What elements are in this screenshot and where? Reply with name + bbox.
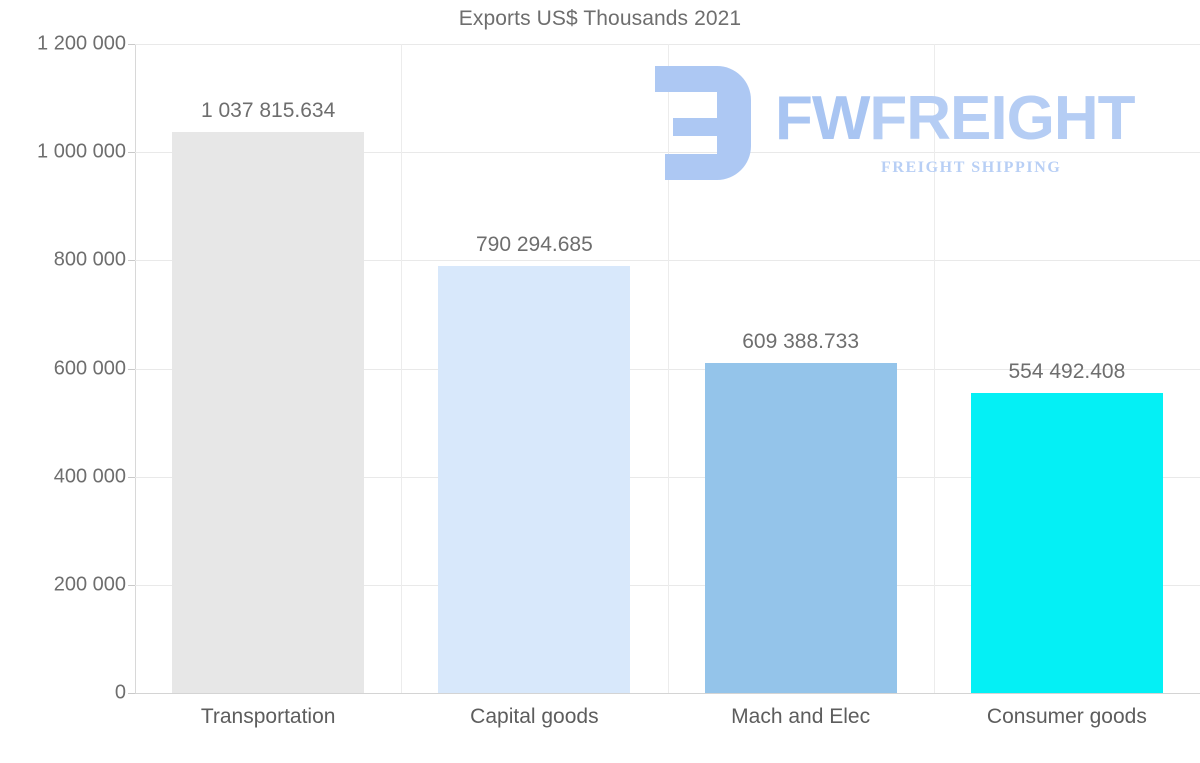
y-axis-tick-mark bbox=[128, 152, 135, 154]
bar-value-label: 790 294.685 bbox=[475, 232, 593, 256]
gridline-horizontal bbox=[135, 693, 1200, 694]
plot-area bbox=[135, 44, 1200, 694]
y-axis-tick-label: 800 000 bbox=[53, 248, 126, 271]
bar-value-label: 1 037 815.634 bbox=[200, 98, 336, 122]
bar-3[interactable] bbox=[704, 363, 897, 693]
chart-title: Exports US$ Thousands 2021 bbox=[458, 7, 742, 30]
y-axis-tick-mark bbox=[128, 368, 135, 370]
x-axis-tick-label: Capital goods bbox=[470, 705, 599, 728]
y-axis-tick-mark bbox=[128, 44, 135, 45]
x-axis-tick-label: Transportation bbox=[200, 705, 336, 728]
bar-2[interactable] bbox=[438, 265, 631, 693]
y-axis: 0 200 000 400 000 600 000 800 000 1 000 000 1 … bbox=[0, 0, 126, 763]
bar-value-label: 609 388.733 bbox=[742, 330, 860, 354]
y-axis-tick-label: 0 bbox=[114, 681, 126, 704]
y-axis-tick-mark bbox=[128, 584, 135, 586]
y-axis-tick-label: 1 000 000 bbox=[37, 140, 126, 163]
x-axis-tick-label: Mach and Elec bbox=[731, 705, 871, 728]
bar-value-label: 554 492.408 bbox=[1008, 360, 1126, 384]
gridline-vertical bbox=[933, 44, 935, 693]
gridline-vertical bbox=[401, 44, 403, 693]
y-axis-tick-label: 400 000 bbox=[53, 465, 126, 488]
y-axis-tick-mark bbox=[128, 260, 135, 262]
y-axis-tick-label: 1 200 000 bbox=[37, 32, 126, 55]
bar-4[interactable] bbox=[970, 393, 1163, 693]
x-axis-tick-label: Consumer goods bbox=[986, 705, 1147, 728]
bar-1[interactable] bbox=[172, 131, 365, 693]
y-axis-tick-label: 600 000 bbox=[53, 357, 126, 379]
y-axis-tick-mark bbox=[128, 693, 135, 694]
y-axis-tick-mark bbox=[128, 476, 135, 478]
gridline-vertical bbox=[667, 44, 669, 693]
y-axis-tick-label: 200 000 bbox=[53, 573, 126, 596]
